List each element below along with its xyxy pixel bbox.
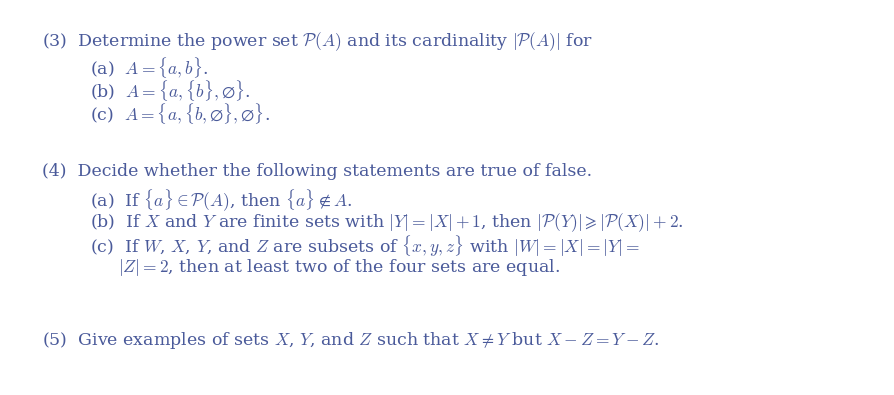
Text: (5)  Give examples of sets $X$, $Y$, and $Z$ such that $X \neq Y$ but $X - Z = Y: (5) Give examples of sets $X$, $Y$, and … [42, 330, 659, 351]
Text: (c)  $A = \{a, \{b, \varnothing\}, \varnothing\}$.: (c) $A = \{a, \{b, \varnothing\}, \varno… [90, 101, 270, 126]
Text: (b)  $A = \{a, \{b\}, \varnothing\}$.: (b) $A = \{a, \{b\}, \varnothing\}$. [90, 78, 250, 103]
Text: (4)  Decide whether the following statements are true of false.: (4) Decide whether the following stateme… [42, 163, 592, 180]
Text: (c)  If $W$, $X$, $Y$, and $Z$ are subsets of $\{x, y, z\}$ with $|W| = |X| = |Y: (c) If $W$, $X$, $Y$, and $Z$ are subset… [90, 234, 639, 259]
Text: (a)  $A = \{a, b\}$.: (a) $A = \{a, b\}$. [90, 55, 208, 80]
Text: (b)  If $X$ and $Y$ are finite sets with $|Y| = |X|+1$, then $|\mathcal{P}(Y)| \: (b) If $X$ and $Y$ are finite sets with … [90, 211, 683, 234]
Text: (3)  Determine the power set $\mathcal{P}(A)$ and its cardinality $|\mathcal{P}(: (3) Determine the power set $\mathcal{P}… [42, 30, 593, 53]
Text: $|Z| = 2$, then at least two of the four sets are equal.: $|Z| = 2$, then at least two of the four… [118, 257, 560, 278]
Text: (a)  If $\{a\} \in \mathcal{P}(A)$, then $\{a\} \notin A$.: (a) If $\{a\} \in \mathcal{P}(A)$, then … [90, 188, 351, 214]
